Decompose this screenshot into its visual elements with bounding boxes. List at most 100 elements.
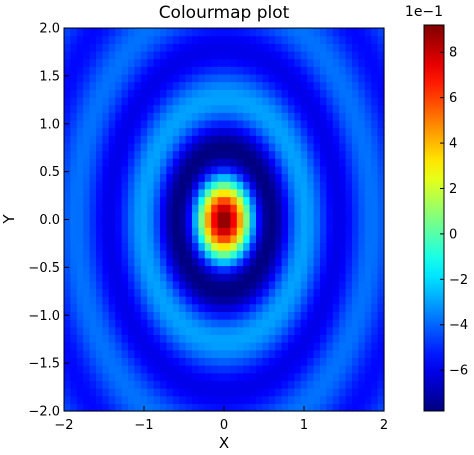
heatmap-cell: [275, 380, 283, 389]
heatmap-cell: [192, 73, 199, 83]
heatmap-cell: [256, 96, 263, 106]
heatmap-cell: [211, 227, 219, 236]
heatmap-cell: [89, 296, 97, 305]
heatmap-cell: [300, 219, 308, 228]
heatmap-cell: [121, 35, 129, 44]
heatmap-cell: [115, 142, 123, 152]
heatmap-cell: [377, 173, 385, 182]
heatmap-cell: [275, 66, 283, 75]
heatmap-cell: [70, 296, 78, 305]
heatmap-cell: [339, 380, 347, 389]
heatmap-cell: [236, 349, 244, 358]
heatmap-cell: [204, 296, 212, 305]
heatmap-cell: [307, 303, 315, 313]
heatmap-cell: [166, 135, 174, 144]
heatmap-cell: [256, 234, 263, 244]
heatmap-cell: [249, 388, 257, 397]
heatmap-cell: [108, 326, 116, 335]
heatmap-cell: [192, 219, 199, 228]
heatmap-cell: [364, 181, 372, 190]
heatmap-cell: [352, 372, 359, 381]
heatmap-cell: [352, 66, 359, 75]
heatmap-cell: [198, 58, 206, 67]
heatmap-cell: [153, 395, 161, 404]
heatmap-cell: [377, 342, 385, 351]
heatmap-cell: [230, 81, 238, 90]
heatmap-cell: [320, 250, 327, 259]
heatmap-cell: [364, 349, 372, 358]
heatmap-cell: [185, 342, 193, 351]
heatmap-cell: [102, 288, 110, 297]
heatmap-cell: [326, 334, 334, 343]
heatmap-cell: [185, 365, 193, 374]
heatmap-cell: [243, 173, 251, 182]
heatmap-cell: [288, 150, 295, 159]
heatmap-cell: [358, 250, 366, 259]
heatmap-cell: [358, 58, 366, 67]
heatmap-cell: [185, 242, 193, 251]
heatmap-cell: [313, 242, 321, 251]
heatmap-cell: [236, 303, 244, 313]
heatmap-cell: [256, 265, 263, 274]
heatmap-cell: [307, 388, 315, 397]
heatmap-cell: [268, 250, 276, 259]
heatmap-cell: [76, 66, 84, 75]
heatmap-cell: [198, 234, 206, 244]
heatmap-cell: [166, 395, 174, 404]
heatmap-cell: [262, 112, 270, 121]
heatmap-cell: [211, 196, 219, 205]
heatmap-cell: [230, 388, 238, 397]
heatmap-cell: [243, 73, 251, 83]
x-axis: −2 −1 0 1 2: [54, 406, 388, 433]
heatmap-cell: [313, 127, 321, 136]
heatmap-cell: [339, 127, 347, 136]
heatmap-cell: [179, 380, 187, 389]
heatmap-cell: [102, 181, 110, 190]
heatmap-cell: [262, 181, 270, 190]
heatmap-cell: [326, 211, 334, 221]
heatmap-cell: [224, 127, 231, 136]
heatmap-cell: [185, 372, 193, 381]
heatmap-cell: [268, 342, 276, 351]
heatmap-cell: [352, 319, 359, 328]
heatmap-cell: [262, 273, 270, 282]
heatmap-cell: [230, 265, 238, 274]
heatmap-cell: [249, 288, 257, 297]
heatmap-cell: [358, 334, 366, 343]
heatmap-cell: [134, 28, 142, 37]
heatmap-cell: [121, 219, 129, 228]
heatmap-cell: [128, 280, 135, 290]
heatmap-cell: [83, 273, 91, 282]
heatmap-cell: [243, 319, 251, 328]
heatmap-cell: [96, 250, 103, 259]
heatmap-cell: [268, 35, 276, 44]
heatmap-cell: [211, 265, 219, 274]
heatmap-cell: [307, 288, 315, 297]
heatmap-cell: [179, 365, 187, 374]
heatmap-cell: [288, 66, 295, 75]
heatmap-cell: [83, 280, 91, 290]
heatmap-cell: [140, 265, 148, 274]
heatmap-cell: [198, 303, 206, 313]
heatmap-cell: [275, 319, 283, 328]
heatmap-cell: [377, 50, 385, 60]
heatmap-cell: [320, 165, 327, 175]
heatmap-cell: [166, 388, 174, 397]
heatmap-cell: [134, 242, 142, 251]
heatmap-cell: [128, 257, 135, 267]
heatmap-cell: [249, 28, 257, 37]
heatmap-cell: [236, 66, 244, 75]
heatmap-cell: [352, 28, 359, 37]
heatmap-cell: [339, 50, 347, 60]
heatmap-cell: [115, 181, 123, 190]
heatmap-cell: [300, 250, 308, 259]
heatmap-cell: [102, 50, 110, 60]
heatmap-cell: [307, 204, 315, 213]
heatmap-cell: [230, 342, 238, 351]
heatmap-cell: [371, 388, 379, 397]
heatmap-cell: [192, 380, 199, 389]
heatmap-cell: [128, 242, 135, 251]
heatmap-cell: [288, 158, 295, 167]
heatmap-cell: [134, 81, 142, 90]
heatmap-cell: [288, 372, 295, 381]
